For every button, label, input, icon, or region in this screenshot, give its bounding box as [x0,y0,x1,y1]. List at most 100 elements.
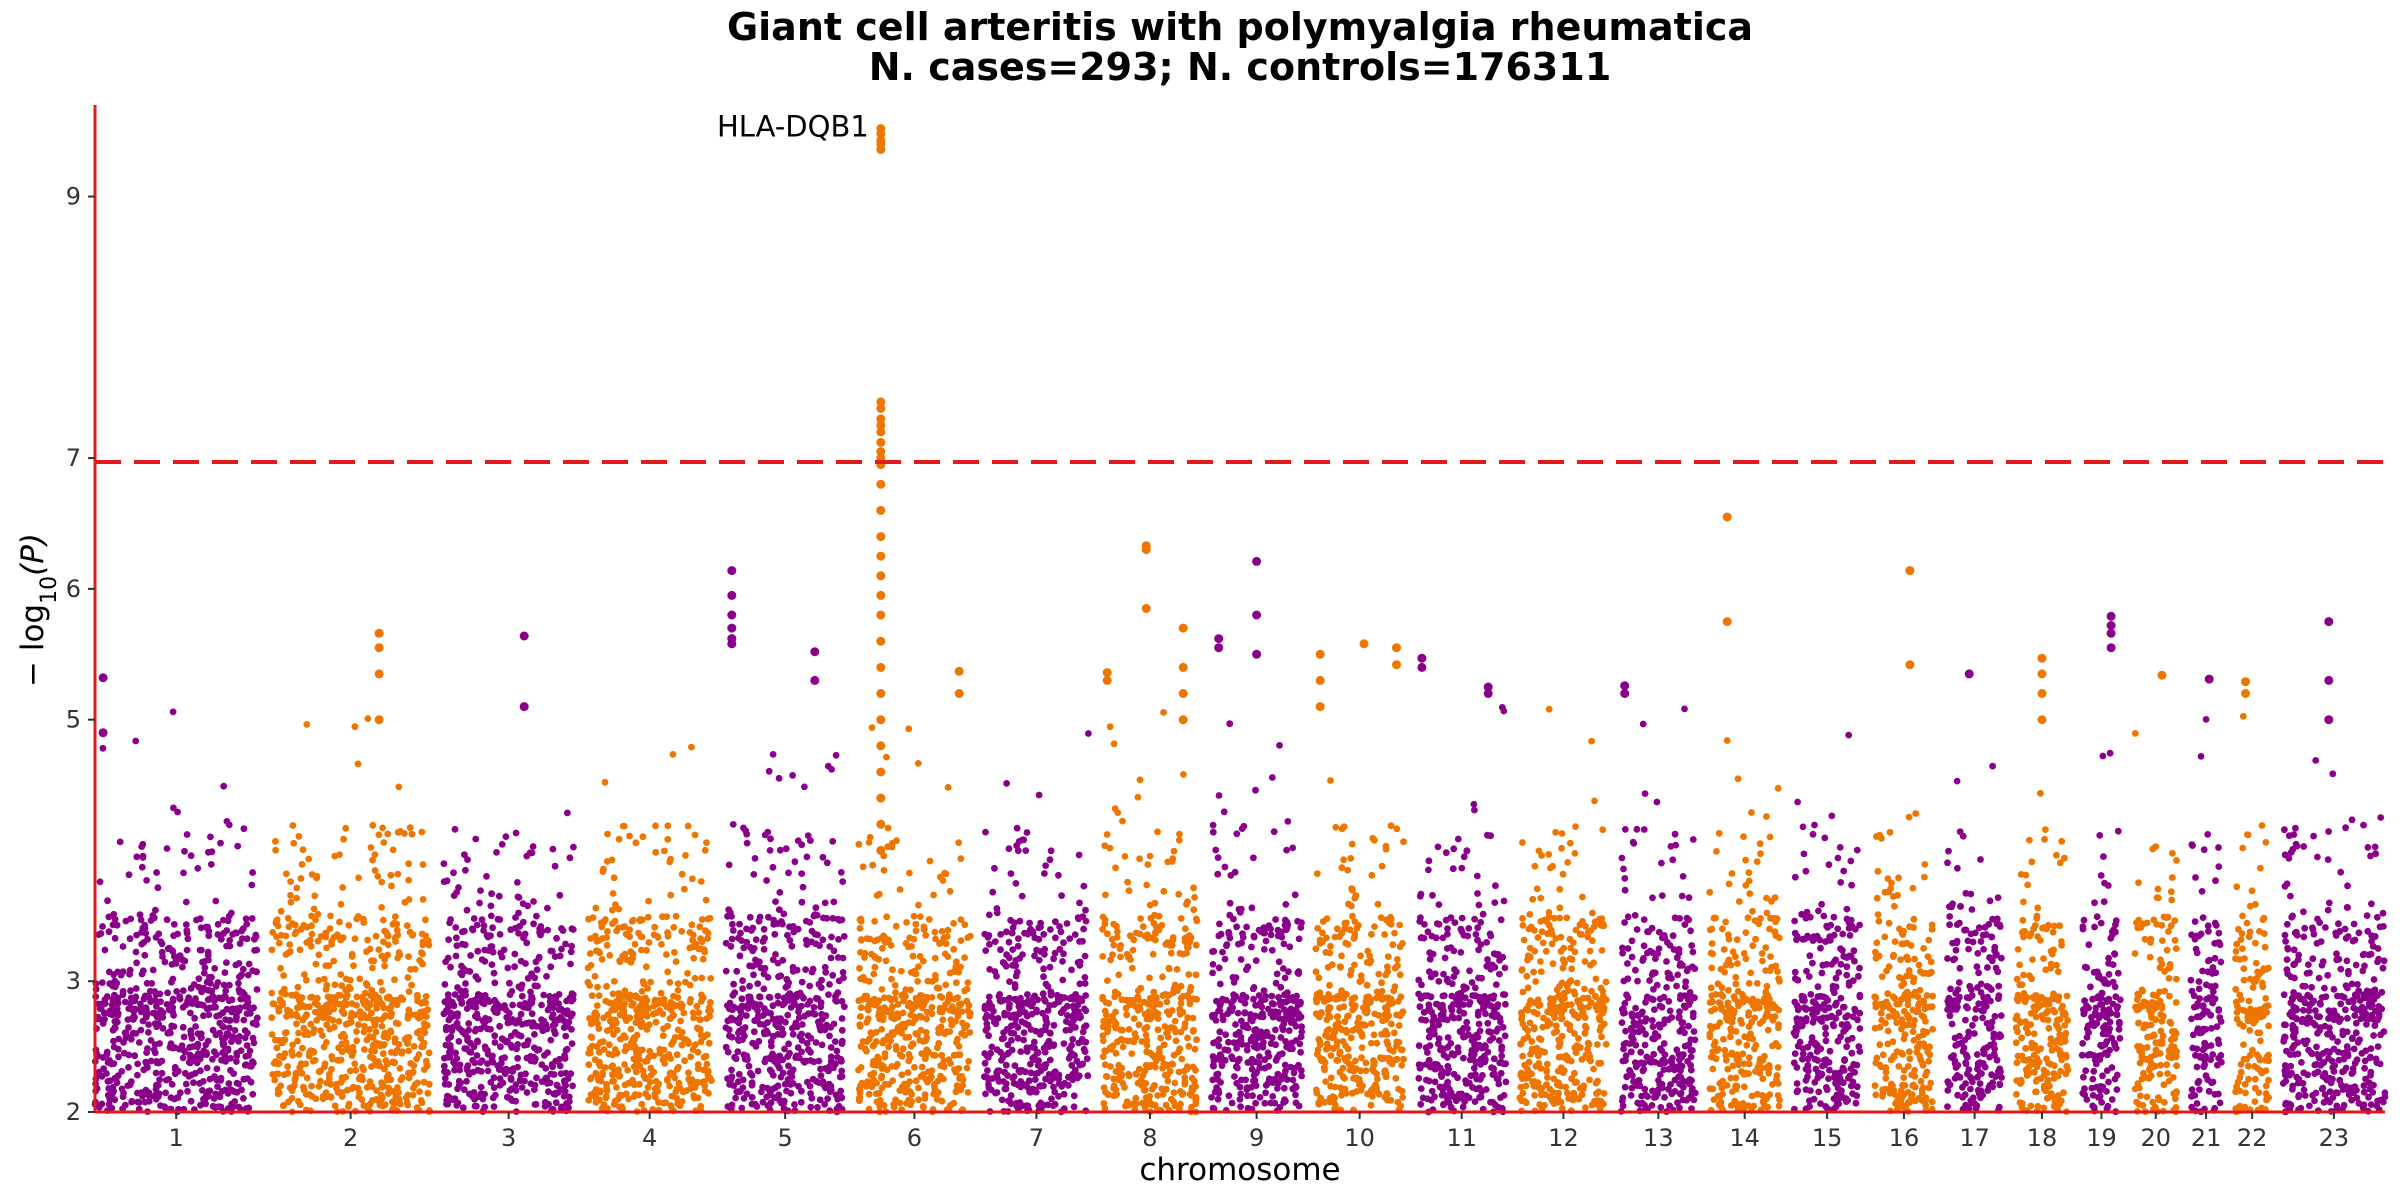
data-point [384,830,392,838]
data-point [603,941,611,949]
data-point [1313,870,1321,877]
data-point [859,973,867,981]
data-point [593,947,600,955]
data-point [165,1076,173,1083]
data-point [1144,861,1152,868]
data-point [164,989,172,997]
data-point [1272,979,1280,987]
data-point [1230,1039,1238,1046]
data-point [328,1053,336,1060]
data-point [832,991,840,999]
data-point [1176,1010,1184,1018]
data-point [452,1049,459,1057]
data-point [293,894,300,902]
data-point [216,1029,224,1037]
data-point [174,930,182,938]
data-point [322,985,330,993]
data-point [1267,1099,1275,1107]
data-point [410,1084,417,1092]
data-point [96,878,104,886]
data-point [1265,1062,1273,1070]
data-point [1177,982,1185,990]
data-point [1367,1101,1375,1109]
data-point [1014,1034,1022,1042]
data-point [763,877,770,884]
data-point [1184,1034,1191,1042]
data-point [1021,929,1028,937]
data-point [888,839,896,847]
data-point [198,1087,206,1094]
data-point [277,931,285,939]
data-point [357,1014,365,1022]
data-point [418,1043,426,1051]
data-point [756,1020,764,1028]
data-point [1181,938,1189,945]
data-point [220,981,228,989]
data-point [1357,972,1365,979]
data-point [812,904,820,912]
data-point [789,772,796,779]
data-point [909,1040,917,1048]
data-point [623,1044,631,1052]
data-point [1333,1013,1341,1021]
data-point [187,1009,194,1017]
data-point [1081,980,1089,987]
data-point [957,916,965,923]
data-point [1336,963,1344,971]
data-point [1394,962,1401,970]
data-point [445,1035,452,1043]
data-point [808,1009,816,1017]
data-point [292,1069,300,1077]
data-point [337,900,345,908]
data-point [1312,968,1320,976]
data-point [1353,924,1361,932]
data-point [838,1026,846,1034]
data-point [593,938,601,945]
data-point [560,1092,568,1100]
data-point [404,1101,412,1109]
data-point [883,913,891,921]
data-point [827,954,835,962]
data-point [1107,1046,1115,1053]
data-point [1110,941,1118,949]
data-point [735,1088,743,1096]
data-point [369,821,377,829]
data-point [1080,925,1087,933]
data-point [1079,1060,1087,1068]
data-point [163,845,171,852]
data-point [415,1051,423,1058]
data-point [1390,987,1398,995]
data-point [268,1031,276,1038]
data-point [1140,998,1148,1006]
data-point [786,923,793,931]
data-point [694,1065,702,1073]
data-point [646,1047,654,1055]
data-point [761,934,768,942]
data-point [863,1047,870,1055]
data-point [1396,971,1404,979]
data-point [394,1084,401,1091]
data-point [1327,942,1334,950]
data-point [1111,805,1119,812]
data-point [688,1076,696,1084]
data-point [1186,1000,1194,1008]
data-point [388,996,396,1004]
data-point [1258,997,1265,1005]
data-point [1180,771,1187,778]
data-point [1232,1021,1239,1028]
data-point [600,1046,608,1053]
data-point [151,1049,159,1057]
data-point [1101,920,1109,928]
data-point [772,1094,779,1102]
data-point [547,1002,554,1010]
data-point [617,1035,624,1043]
data-point [403,1034,411,1041]
data-point [109,1090,116,1098]
data-point [353,993,361,1001]
data-point [931,1080,938,1088]
data-point [671,1074,679,1082]
data-point [1001,1009,1008,1017]
data-point [938,939,945,946]
data-point [250,1039,258,1047]
data-point [250,1004,257,1012]
